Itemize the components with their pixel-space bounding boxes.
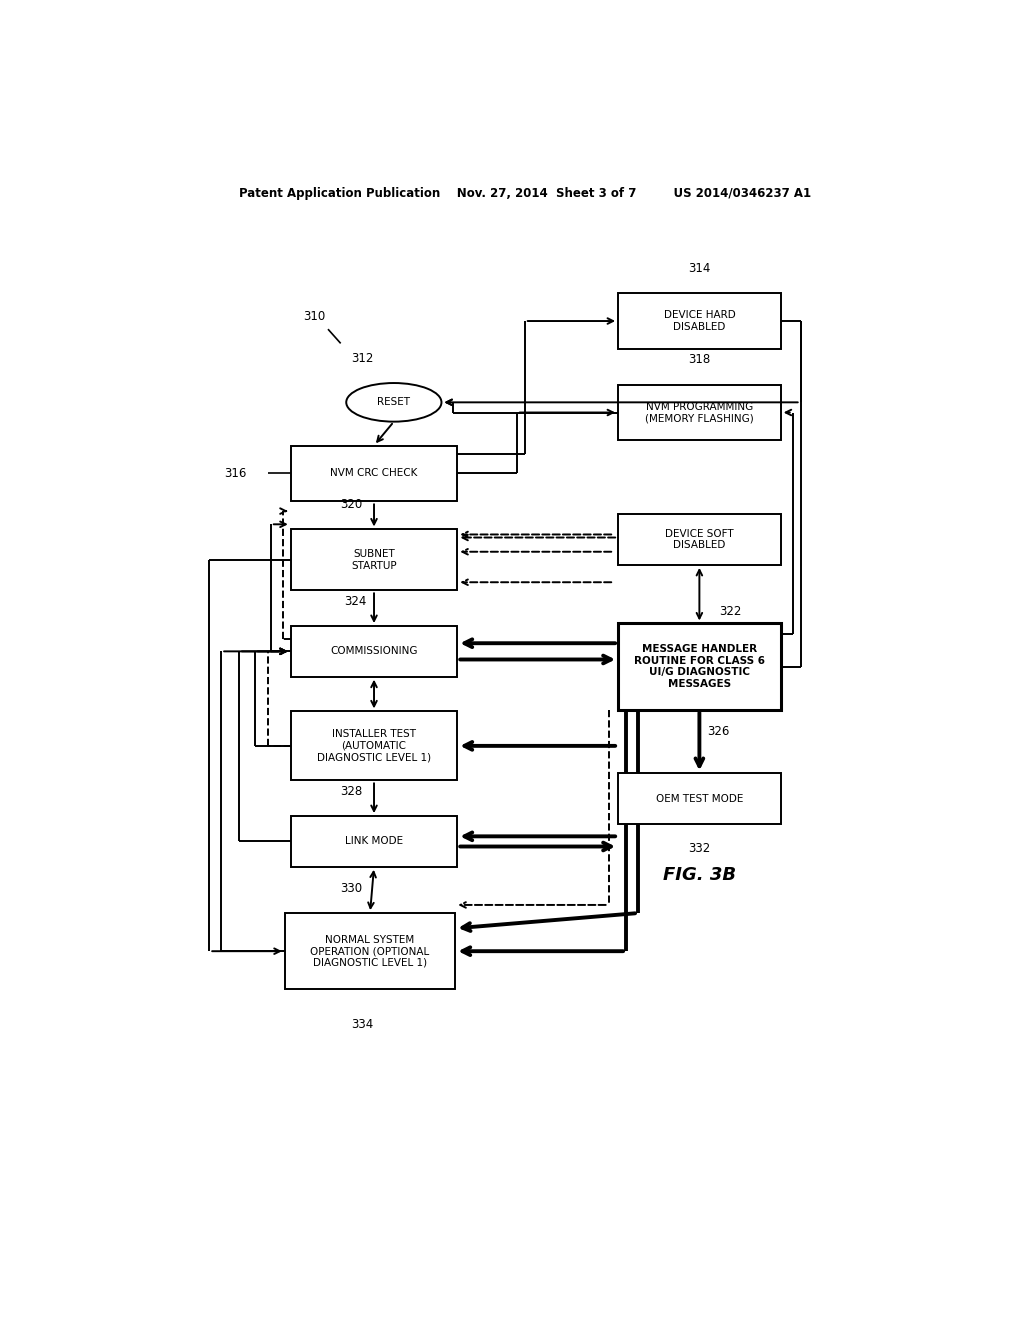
- FancyBboxPatch shape: [291, 711, 458, 780]
- Text: SUBNET
STARTUP: SUBNET STARTUP: [351, 549, 397, 570]
- Text: 316: 316: [224, 467, 247, 480]
- Text: FIG. 3B: FIG. 3B: [663, 866, 736, 884]
- FancyBboxPatch shape: [291, 446, 458, 502]
- Text: INSTALLER TEST
(AUTOMATIC
DIAGNOSTIC LEVEL 1): INSTALLER TEST (AUTOMATIC DIAGNOSTIC LEV…: [317, 729, 431, 763]
- Text: Patent Application Publication    Nov. 27, 2014  Sheet 3 of 7         US 2014/03: Patent Application Publication Nov. 27, …: [239, 187, 811, 201]
- FancyBboxPatch shape: [618, 384, 780, 441]
- Text: 326: 326: [708, 725, 730, 738]
- Ellipse shape: [346, 383, 441, 421]
- Text: 322: 322: [719, 606, 741, 619]
- Text: NVM PROGRAMMING
(MEMORY FLASHING): NVM PROGRAMMING (MEMORY FLASHING): [645, 401, 754, 424]
- Text: DEVICE SOFT
DISABLED: DEVICE SOFT DISABLED: [665, 529, 734, 550]
- Text: COMMISSIONING: COMMISSIONING: [331, 647, 418, 656]
- Text: DEVICE HARD
DISABLED: DEVICE HARD DISABLED: [664, 310, 735, 331]
- Text: MESSAGE HANDLER
ROUTINE FOR CLASS 6
UI/G DIAGNOSTIC
MESSAGES: MESSAGE HANDLER ROUTINE FOR CLASS 6 UI/G…: [634, 644, 765, 689]
- Text: NVM CRC CHECK: NVM CRC CHECK: [331, 469, 418, 478]
- FancyBboxPatch shape: [618, 515, 780, 565]
- Text: 312: 312: [351, 351, 374, 364]
- Text: 328: 328: [340, 784, 362, 797]
- FancyBboxPatch shape: [291, 529, 458, 590]
- FancyBboxPatch shape: [618, 774, 780, 824]
- Text: 330: 330: [340, 882, 362, 895]
- Text: 332: 332: [688, 842, 711, 855]
- Text: 324: 324: [344, 594, 367, 607]
- Text: 320: 320: [340, 498, 362, 511]
- FancyBboxPatch shape: [618, 623, 780, 710]
- FancyBboxPatch shape: [618, 293, 780, 348]
- FancyBboxPatch shape: [291, 626, 458, 677]
- Text: 314: 314: [688, 261, 711, 275]
- Text: 310: 310: [303, 310, 326, 323]
- Text: 334: 334: [351, 1018, 373, 1031]
- Text: 318: 318: [688, 354, 711, 366]
- Text: NORMAL SYSTEM
OPERATION (OPTIONAL
DIAGNOSTIC LEVEL 1): NORMAL SYSTEM OPERATION (OPTIONAL DIAGNO…: [310, 935, 430, 968]
- FancyBboxPatch shape: [285, 913, 456, 989]
- Text: RESET: RESET: [378, 397, 411, 408]
- Text: LINK MODE: LINK MODE: [345, 837, 403, 846]
- FancyBboxPatch shape: [291, 816, 458, 867]
- Text: OEM TEST MODE: OEM TEST MODE: [655, 793, 743, 804]
